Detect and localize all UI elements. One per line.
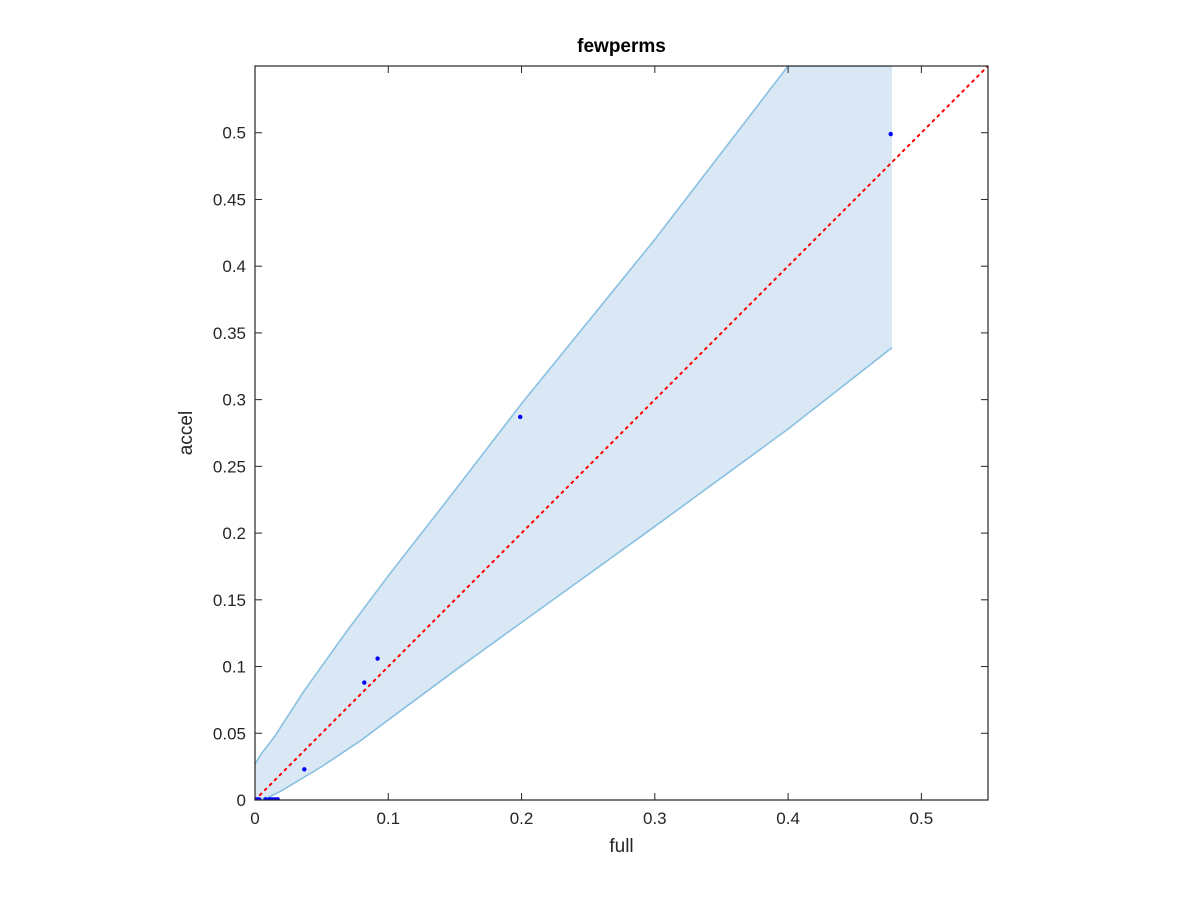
y-tick-label: 0.4 xyxy=(222,257,246,276)
y-tick-label: 0.05 xyxy=(213,724,246,743)
x-tick-label: 0.2 xyxy=(510,809,534,828)
x-axis-label: full xyxy=(609,836,633,857)
y-tick-label: 0.45 xyxy=(213,190,246,209)
confidence-band-layer xyxy=(255,66,893,800)
y-tick-label: 0.2 xyxy=(222,524,246,543)
y-tick-label: 0.35 xyxy=(213,324,246,343)
data-point xyxy=(888,131,893,137)
identity-reference-line xyxy=(255,66,988,800)
y-axis-ticks: 0 0.05 0.1 0.15 0.2 0.25 0.3 0.35 0.4 0.45 0.5 xyxy=(213,124,988,810)
x-tick-label: 0.3 xyxy=(643,809,667,828)
confidence-band-fill xyxy=(255,66,893,800)
data-point xyxy=(256,797,262,800)
x-axis-ticks: 0 0.1 0.2 0.3 0.4 0.5 xyxy=(250,66,933,828)
band-upper-edge xyxy=(255,66,893,765)
chart-title: fewperms xyxy=(577,36,666,57)
y-tick-label: 0 xyxy=(237,791,246,810)
x-tick-label: 0.1 xyxy=(376,809,400,828)
data-point xyxy=(275,797,280,800)
data-points-layer xyxy=(255,131,893,800)
x-tick-label: 0 xyxy=(250,809,259,828)
y-tick-label: 0.5 xyxy=(222,124,246,143)
x-tick-label: 0.5 xyxy=(910,809,934,828)
data-point xyxy=(518,414,523,420)
y-tick-label: 0.3 xyxy=(222,391,246,410)
y-tick-label: 0.15 xyxy=(213,591,246,610)
band-lower-edge xyxy=(255,346,893,800)
y-tick-label: 0.25 xyxy=(213,457,246,476)
y-tick-label: 0.1 xyxy=(222,658,246,677)
y-axis-label: accel xyxy=(176,411,197,455)
reference-line-layer xyxy=(255,66,988,800)
x-tick-label: 0.4 xyxy=(776,809,800,828)
data-point xyxy=(302,767,307,772)
data-point xyxy=(362,680,367,685)
data-point xyxy=(263,797,268,800)
data-point xyxy=(375,656,380,661)
plot-frame xyxy=(254,65,989,801)
